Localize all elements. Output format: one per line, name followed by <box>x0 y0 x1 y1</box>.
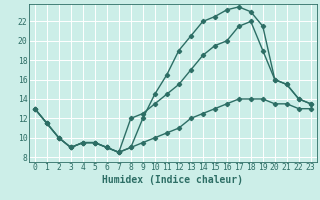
X-axis label: Humidex (Indice chaleur): Humidex (Indice chaleur) <box>102 175 243 185</box>
